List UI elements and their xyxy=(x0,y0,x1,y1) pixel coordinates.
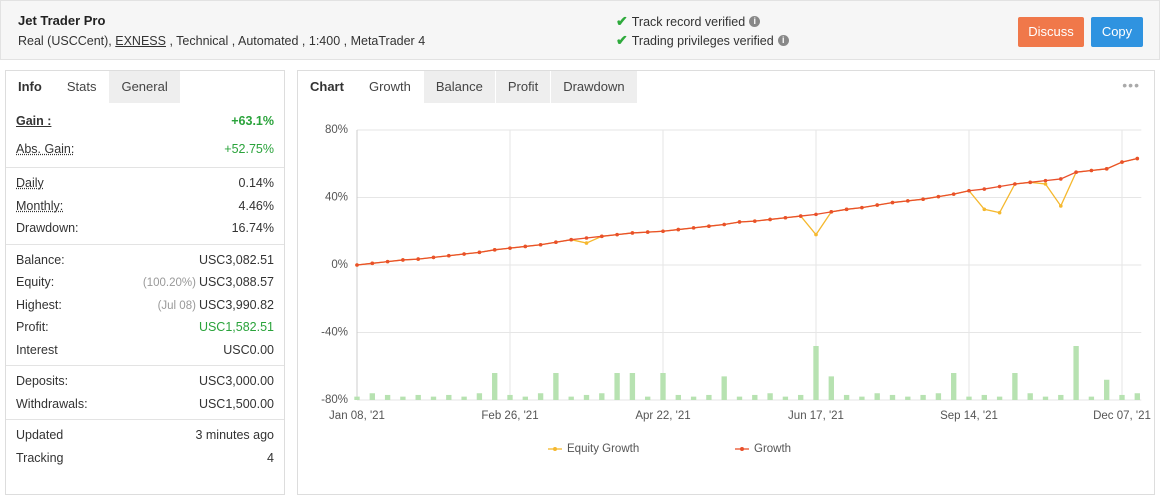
stat-label: Drawdown: xyxy=(16,221,79,236)
verification-text: Trading privileges verified xyxy=(631,33,774,48)
stat-label: Equity: xyxy=(16,275,55,290)
tab[interactable]: Balance xyxy=(423,71,496,103)
stat-value-wrap: 4.46% xyxy=(239,199,274,213)
stat-row: Gain : +63.1% xyxy=(16,107,274,135)
chart-panel: Chart Growth Balance Profit Drawdown ••• xyxy=(297,70,1155,495)
stat-label: Withdrawals: xyxy=(16,396,88,411)
stat-label: Highest: xyxy=(16,297,62,312)
stats: Gain : +63.1% Abs. Gain: +52.75% Daily 0.14% M… xyxy=(6,103,284,473)
stat-row: Interest USC0.00 xyxy=(16,339,274,362)
tab[interactable]: Stats xyxy=(54,71,110,103)
stat-value: USC1,500.00 xyxy=(198,396,274,411)
stat-note: (100.20%) xyxy=(142,277,196,290)
tab[interactable]: Chart xyxy=(298,71,357,103)
stat-row: Balance: USC3,082.51 xyxy=(16,249,274,272)
stat-value: USC3,082.51 xyxy=(198,252,274,267)
verification-text: Track record verified xyxy=(631,14,746,29)
stat-value: USC3,000.00 xyxy=(198,374,274,389)
stat-value: 3 minutes ago xyxy=(195,428,274,443)
tab[interactable]: Info xyxy=(6,71,55,103)
menu[interactable]: ••• xyxy=(1122,77,1140,93)
stat-label: Updated xyxy=(16,428,64,443)
details: , Technical , Automated , 1:400 , MetaTr… xyxy=(165,34,426,48)
stat-value-wrap: +52.75% xyxy=(224,142,274,156)
stat-value: USC1,582.51 xyxy=(198,320,274,335)
verification: ✔ Track record verified i xyxy=(616,13,761,30)
stat-label: Deposits: xyxy=(16,374,69,389)
stat-value: 4.46% xyxy=(238,198,274,213)
stat-label: Daily xyxy=(16,176,44,191)
stat-row: Drawdown: 16.74% xyxy=(16,217,274,240)
stat-group: Daily 0.14% Monthly: 4.46% Drawdown: 16.74% xyxy=(6,167,284,244)
verification: ✔ Trading privileges verified i xyxy=(616,32,789,49)
stat-row: Tracking 4 xyxy=(16,447,274,470)
account-title: Jet Trader Pro xyxy=(18,13,106,28)
stat-label: Interest xyxy=(16,342,58,357)
stat-row: Withdrawals: USC1,500.00 xyxy=(16,393,274,416)
tabs: Info Stats General xyxy=(6,71,284,103)
stat-value-wrap: 3 minutes ago xyxy=(195,428,274,442)
stat-value-wrap: USC1,500.00 xyxy=(199,397,274,411)
stat-label: Profit: xyxy=(16,320,49,335)
stat-value: 16.74% xyxy=(231,221,274,236)
stat-row: Highest: (Jul 08) USC3,990.82 xyxy=(16,294,274,317)
stat-label: Balance: xyxy=(16,252,65,267)
tab[interactable]: Growth xyxy=(356,71,424,103)
stat-row: Profit: USC1,582.51 xyxy=(16,316,274,339)
tab[interactable]: General xyxy=(109,71,181,103)
tab[interactable]: Drawdown xyxy=(551,71,638,103)
stat-value: USC3,088.57 xyxy=(198,275,274,290)
stat-value-wrap: +63.1% xyxy=(231,114,274,128)
tab[interactable]: Profit xyxy=(495,71,552,103)
stat-label: Monthly: xyxy=(16,198,64,213)
account-details: Real (USCCent), EXNESS , Technical , Aut… xyxy=(18,34,425,48)
stat-group: Balance: USC3,082.51 Equity: (100.20%) USC3,… xyxy=(6,243,284,366)
stat-value-wrap: 16.74% xyxy=(232,221,274,235)
stat-row: Monthly: 4.46% xyxy=(16,195,274,218)
stat-label: Tracking xyxy=(16,450,64,465)
stat-row: Updated 3 minutes ago xyxy=(16,424,274,447)
discuss-button[interactable]: Discuss xyxy=(1018,17,1084,47)
stat-group: Updated 3 minutes ago Tracking 4 xyxy=(6,419,284,473)
stat-row: Abs. Gain: +52.75% xyxy=(16,135,274,163)
stat-value-wrap: (100.20%) USC3,088.57 xyxy=(143,275,274,289)
stat-label: Gain : xyxy=(16,114,52,128)
stat-value-wrap: USC3,000.00 xyxy=(199,374,274,388)
stat-group: Deposits: USC3,000.00 Withdrawals: USC1,500… xyxy=(6,365,284,419)
stat-value: +52.75% xyxy=(224,142,274,156)
stat-value-wrap: USC0.00 xyxy=(223,343,274,357)
stat-row: Deposits: USC3,000.00 xyxy=(16,370,274,393)
stat-value: 0.14% xyxy=(238,176,274,191)
stat-value-wrap: 0.14% xyxy=(239,176,274,190)
stat-value: USC0.00 xyxy=(223,342,274,357)
stat-row: Daily 0.14% xyxy=(16,172,274,195)
stat-value: 4 xyxy=(267,450,274,465)
stat-label: Abs. Gain: xyxy=(16,142,75,156)
stat-row: Equity: (100.20%) USC3,088.57 xyxy=(16,271,274,294)
details: Real (USCCent), xyxy=(18,34,116,48)
copy-button[interactable]: Copy xyxy=(1091,17,1143,47)
broker-link[interactable]: EXNESS xyxy=(115,34,166,48)
stat-value-wrap: 4 xyxy=(267,451,274,465)
header: Jet Trader Pro Real (USCCent), EXNESS , … xyxy=(0,0,1160,60)
stat-value-wrap: USC1,582.51 xyxy=(199,320,274,334)
stat-value: +63.1% xyxy=(231,114,274,128)
stat-value-wrap: (Jul 08) USC3,990.82 xyxy=(158,298,274,312)
stat-group: Gain : +63.1% Abs. Gain: +52.75% xyxy=(6,103,284,167)
stat-value: USC3,990.82 xyxy=(198,297,274,312)
stat-value-wrap: USC3,082.51 xyxy=(199,253,274,267)
stats-panel: Info Stats General Gain : +63.1% Abs. Gain: +… xyxy=(5,70,285,495)
stat-note: (Jul 08) xyxy=(157,299,196,312)
tabs: Chart Growth Balance Profit Drawdown xyxy=(298,71,1154,103)
